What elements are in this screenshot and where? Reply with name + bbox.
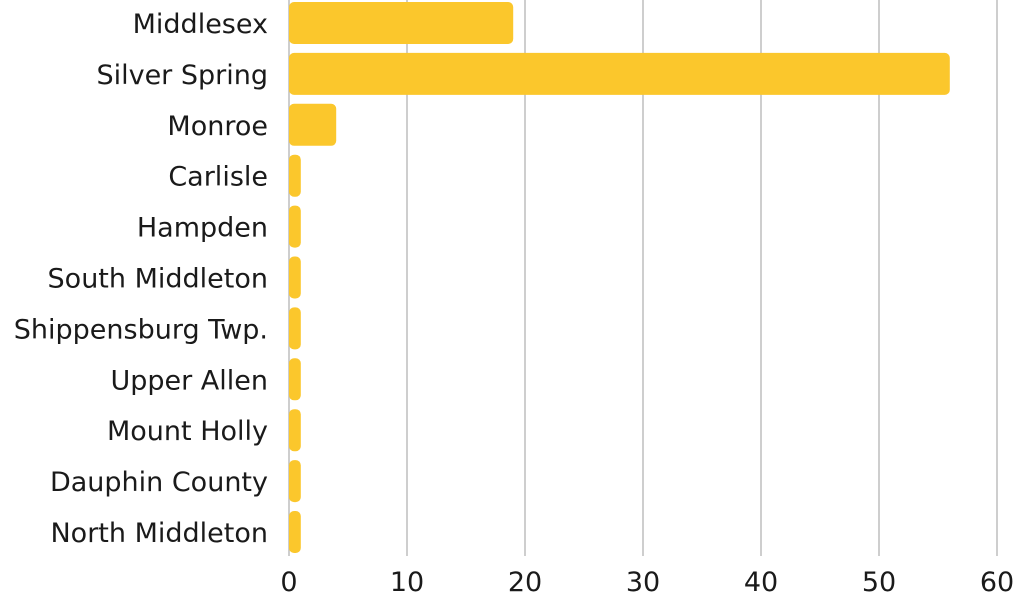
bar <box>289 2 514 44</box>
bar <box>289 460 301 503</box>
category-label: Middlesex <box>133 9 268 40</box>
category-label: Upper Allen <box>110 365 268 396</box>
category-label: Silver Spring <box>96 60 268 91</box>
category-label: South Middleton <box>48 264 268 295</box>
x-tick-label: 30 <box>626 567 660 598</box>
bar <box>289 511 301 553</box>
x-tick-label: 40 <box>744 567 778 598</box>
bar <box>289 103 337 146</box>
x-tick-label: 0 <box>280 567 297 598</box>
bar <box>289 256 301 299</box>
bar <box>289 409 301 452</box>
category-label: Hampden <box>137 213 268 244</box>
category-label: Shippensburg Twp. <box>14 314 268 345</box>
category-labels: Middlesex Silver Spring Monroe Carlisle Hamp… <box>14 9 268 549</box>
bar <box>289 154 301 197</box>
bar <box>289 358 301 401</box>
bars <box>289 2 950 553</box>
bar <box>289 52 950 95</box>
category-label: Mount Holly <box>107 416 268 447</box>
category-label: Carlisle <box>168 162 268 193</box>
category-label: Dauphin County <box>50 467 268 498</box>
category-label: Monroe <box>167 111 268 142</box>
bar <box>289 205 301 248</box>
category-label: North Middleton <box>50 518 268 549</box>
x-tick-labels: 0 10 20 30 40 50 60 <box>280 567 1014 598</box>
x-tick-label: 10 <box>390 567 424 598</box>
x-tick-label: 20 <box>508 567 542 598</box>
bar <box>289 307 301 350</box>
x-tick-label: 50 <box>862 567 896 598</box>
x-tick-label: 60 <box>980 567 1014 598</box>
